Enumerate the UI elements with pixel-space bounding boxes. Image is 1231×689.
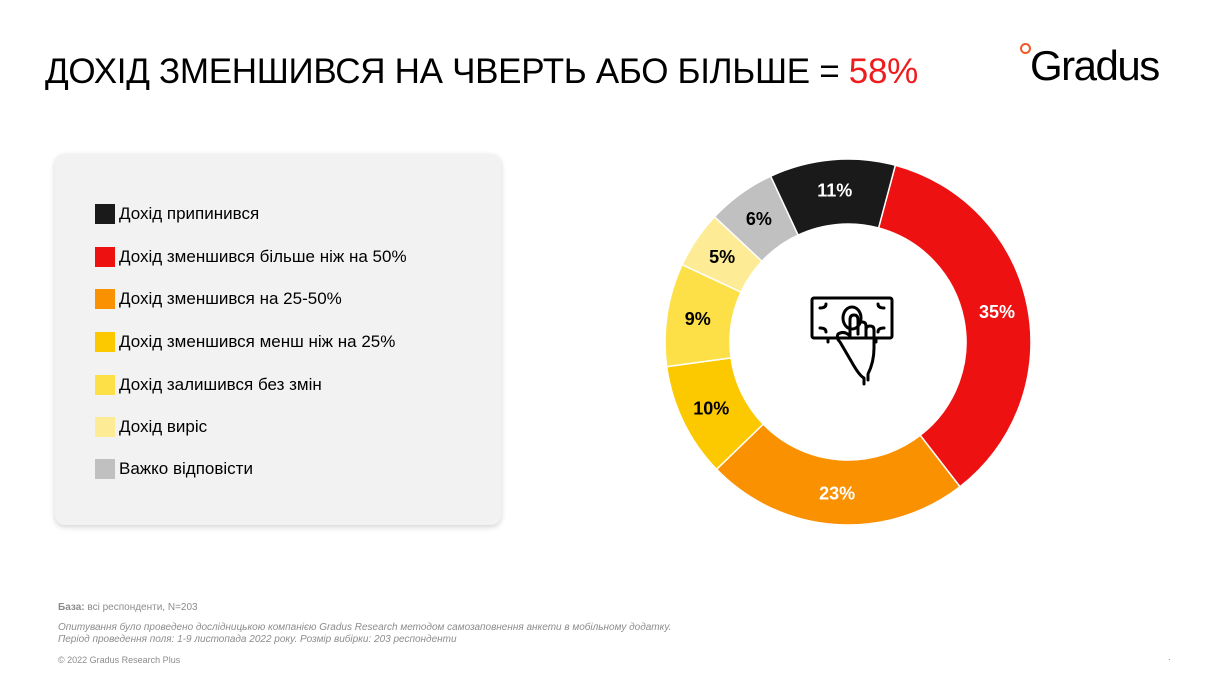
legend-swatch — [95, 375, 115, 395]
legend-label: Дохід зменшився на 25-50% — [119, 289, 342, 308]
footer-dot: . — [1168, 652, 1171, 663]
legend-item-hard-to-answer: Важко відповісти — [95, 459, 253, 479]
slice-decreased-25-50 — [715, 423, 962, 526]
legend-item-increased: Дохід виріс — [95, 417, 207, 437]
legend-item-income-stopped: Дохід припинився — [95, 204, 259, 224]
donut-labels: 35% 23% 10% 9% 5% 6% 11% — [685, 181, 1015, 504]
footer-note: Опитування було проведено дослідницькою … — [58, 622, 758, 646]
legend-swatch — [95, 247, 115, 267]
title-text: ДОХІД ЗМЕНШИВСЯ НА ЧВЕРТЬ АБО БІЛЬШЕ = — [45, 52, 849, 91]
footer-base-text: всі респонденти, N=203 — [84, 602, 198, 613]
footer-base-label: База: — [58, 602, 85, 613]
footer-note-line-2: Період проведення поля: 1-9 листопада 20… — [58, 634, 457, 645]
legend-label: Дохід зменшився більше ніж на 50% — [119, 247, 407, 266]
legend-label: Важко відповісти — [119, 459, 253, 478]
hand-holding-money-icon — [810, 296, 894, 386]
logo-text: Gradus — [1030, 42, 1160, 89]
data-label: 35% — [979, 302, 1015, 322]
legend-item-decreased-25-50: Дохід зменшився на 25-50% — [95, 289, 342, 309]
legend-swatch — [95, 289, 115, 309]
legend-swatch — [95, 417, 115, 437]
data-label: 11% — [817, 181, 852, 201]
legend-label: Дохід зменшився менш ніж на 25% — [119, 332, 396, 351]
footer-base: База: всі респонденти, N=203 — [58, 602, 198, 613]
logo-dot-icon — [1020, 43, 1031, 54]
data-label: 23% — [819, 484, 855, 504]
slice-decreased-over-50 — [877, 164, 1032, 488]
legend-item-decreased-under-25: Дохід зменшився менш ніж на 25% — [95, 332, 395, 352]
legend-label: Дохід залишився без змін — [119, 375, 322, 394]
legend-label: Дохід виріс — [119, 417, 208, 436]
legend-item-unchanged: Дохід залишився без змін — [95, 375, 322, 395]
footer-copyright: © 2022 Gradus Research Plus — [58, 655, 181, 665]
data-label: 5% — [709, 247, 735, 267]
legend-item-decreased-over-50: Дохід зменшився більше ніж на 50% — [95, 247, 407, 267]
donut-slices — [664, 158, 1032, 526]
slice-income-stopped — [769, 158, 897, 237]
title-highlight: 58% — [848, 52, 918, 91]
legend-swatch — [95, 459, 115, 479]
chart-legend: Дохід припинився Дохід зменшився більше … — [55, 154, 501, 525]
legend-swatch — [95, 204, 115, 224]
donut-chart: 35% 23% 10% 9% 5% 6% 11% — [664, 158, 1032, 526]
footer-note-line-1: Опитування було проведено дослідницькою … — [58, 622, 672, 633]
data-label: 9% — [685, 309, 711, 329]
page-title: ДОХІД ЗМЕНШИВСЯ НА ЧВЕРТЬ АБО БІЛЬШЕ = 5… — [45, 52, 918, 92]
data-label: 10% — [693, 398, 729, 418]
legend-swatch — [95, 332, 115, 352]
gradus-logo: Gradus — [1020, 40, 1190, 90]
data-label: 6% — [746, 209, 772, 229]
legend-label: Дохід припинився — [119, 204, 260, 223]
